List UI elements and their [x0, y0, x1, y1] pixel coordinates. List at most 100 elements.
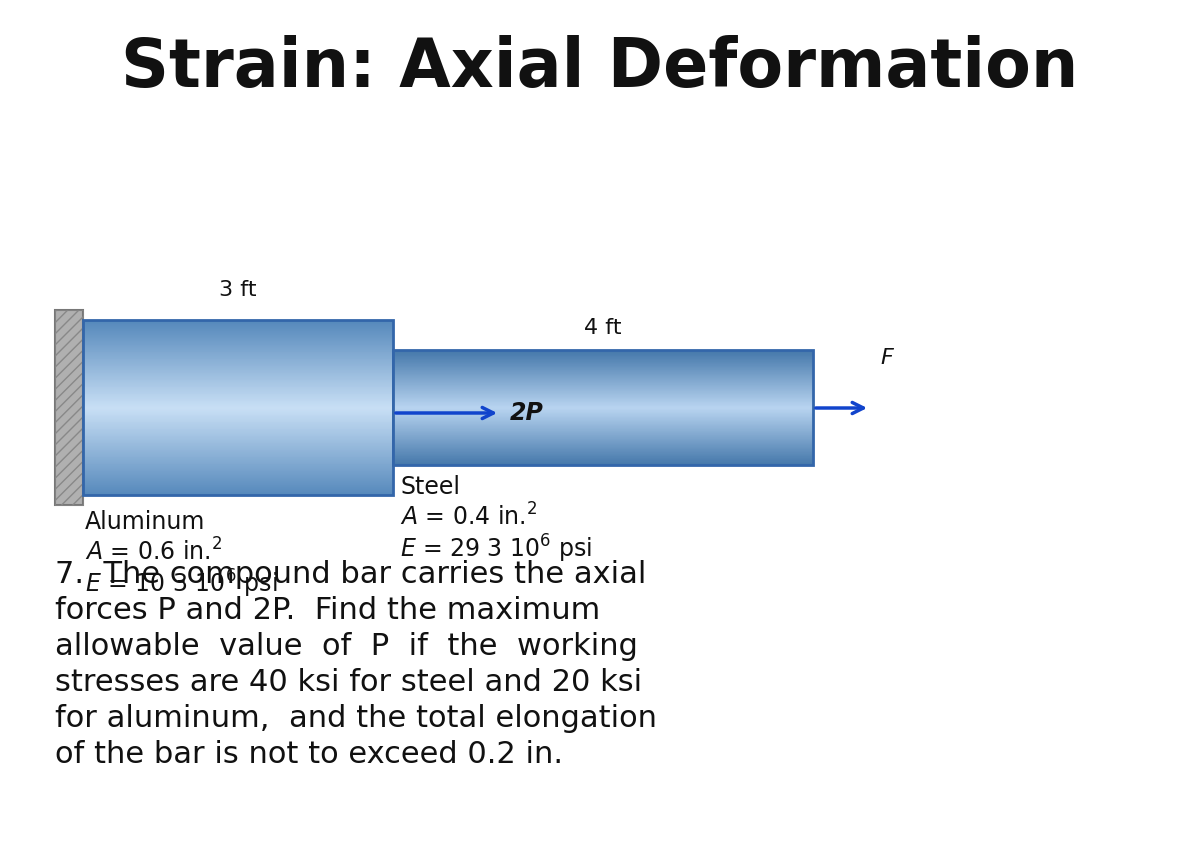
Bar	[394, 444, 814, 446]
Bar	[394, 415, 814, 416]
Bar	[394, 461, 814, 462]
Bar	[83, 440, 394, 442]
Bar	[83, 325, 394, 326]
Bar	[394, 456, 814, 457]
Bar	[83, 337, 394, 338]
Bar	[83, 468, 394, 469]
Bar	[394, 430, 814, 432]
Bar	[394, 362, 814, 363]
Bar	[394, 385, 814, 386]
Bar	[83, 449, 394, 450]
Bar	[394, 352, 814, 354]
Bar	[83, 331, 394, 333]
Bar	[394, 383, 814, 384]
Bar	[394, 447, 814, 448]
Bar	[394, 417, 814, 418]
Bar	[394, 357, 814, 358]
Text: F: F	[880, 348, 893, 368]
Bar	[83, 362, 394, 363]
Bar	[83, 424, 394, 425]
Bar	[83, 336, 394, 337]
Bar	[83, 351, 394, 352]
Bar	[83, 330, 394, 331]
Bar	[83, 478, 394, 480]
Bar	[394, 455, 814, 456]
Bar	[394, 439, 814, 440]
Bar	[83, 354, 394, 355]
Bar	[83, 393, 394, 394]
Bar	[83, 352, 394, 353]
Bar	[394, 377, 814, 378]
Bar	[394, 430, 814, 431]
Bar	[83, 329, 394, 330]
Bar	[394, 384, 814, 386]
Bar	[83, 372, 394, 374]
Bar	[83, 404, 394, 406]
Bar	[394, 446, 814, 447]
Bar	[83, 430, 394, 432]
Text: 4 ft: 4 ft	[584, 318, 622, 338]
Bar	[83, 398, 394, 400]
Bar	[83, 473, 394, 475]
Bar	[83, 405, 394, 406]
Bar	[83, 435, 394, 436]
Bar	[394, 441, 814, 442]
Bar	[394, 384, 814, 385]
Bar	[83, 392, 394, 393]
Bar	[83, 439, 394, 440]
Text: $A$ = 0.6 in.$^2$: $A$ = 0.6 in.$^2$	[85, 538, 222, 565]
Bar	[83, 335, 394, 337]
Bar	[83, 486, 394, 487]
Bar	[83, 445, 394, 446]
Bar	[55, 310, 83, 505]
Bar	[83, 482, 394, 483]
Bar	[394, 404, 814, 405]
Bar	[83, 470, 394, 472]
Bar	[394, 434, 814, 435]
Bar	[83, 485, 394, 486]
Bar	[394, 372, 814, 373]
Bar	[83, 343, 394, 344]
Bar	[394, 414, 814, 416]
Bar	[83, 459, 394, 460]
Bar	[83, 369, 394, 371]
Bar	[394, 401, 814, 402]
Bar	[394, 354, 814, 355]
Bar	[83, 323, 394, 324]
Bar	[83, 356, 394, 357]
Bar	[394, 451, 814, 452]
Bar	[394, 365, 814, 366]
Bar	[394, 352, 814, 353]
Bar	[394, 439, 814, 440]
Bar	[394, 392, 814, 393]
Bar	[83, 360, 394, 361]
Bar	[394, 381, 814, 382]
Bar	[394, 400, 814, 401]
Bar	[394, 350, 814, 352]
Bar	[83, 353, 394, 354]
Bar	[394, 411, 814, 412]
Bar	[83, 321, 394, 322]
Bar	[83, 388, 394, 389]
Bar	[83, 442, 394, 444]
Bar	[394, 393, 814, 394]
Bar	[83, 326, 394, 327]
Text: forces P and 2P.  Find the maximum: forces P and 2P. Find the maximum	[55, 596, 600, 625]
Bar	[394, 453, 814, 454]
Text: allowable  value  of  P  if  the  working: allowable value of P if the working	[55, 632, 638, 661]
Bar	[394, 410, 814, 411]
Bar	[394, 435, 814, 437]
Bar	[83, 320, 394, 495]
Bar	[83, 466, 394, 468]
Text: 2P: 2P	[510, 401, 544, 425]
Bar	[83, 406, 394, 407]
Bar	[83, 386, 394, 387]
Bar	[394, 397, 814, 398]
Bar	[83, 491, 394, 492]
Bar	[83, 483, 394, 484]
Bar	[83, 489, 394, 490]
Bar	[394, 394, 814, 396]
Bar	[394, 356, 814, 357]
Text: stresses are 40 ksi for steel and 20 ksi: stresses are 40 ksi for steel and 20 ksi	[55, 668, 642, 697]
Bar	[83, 481, 394, 482]
